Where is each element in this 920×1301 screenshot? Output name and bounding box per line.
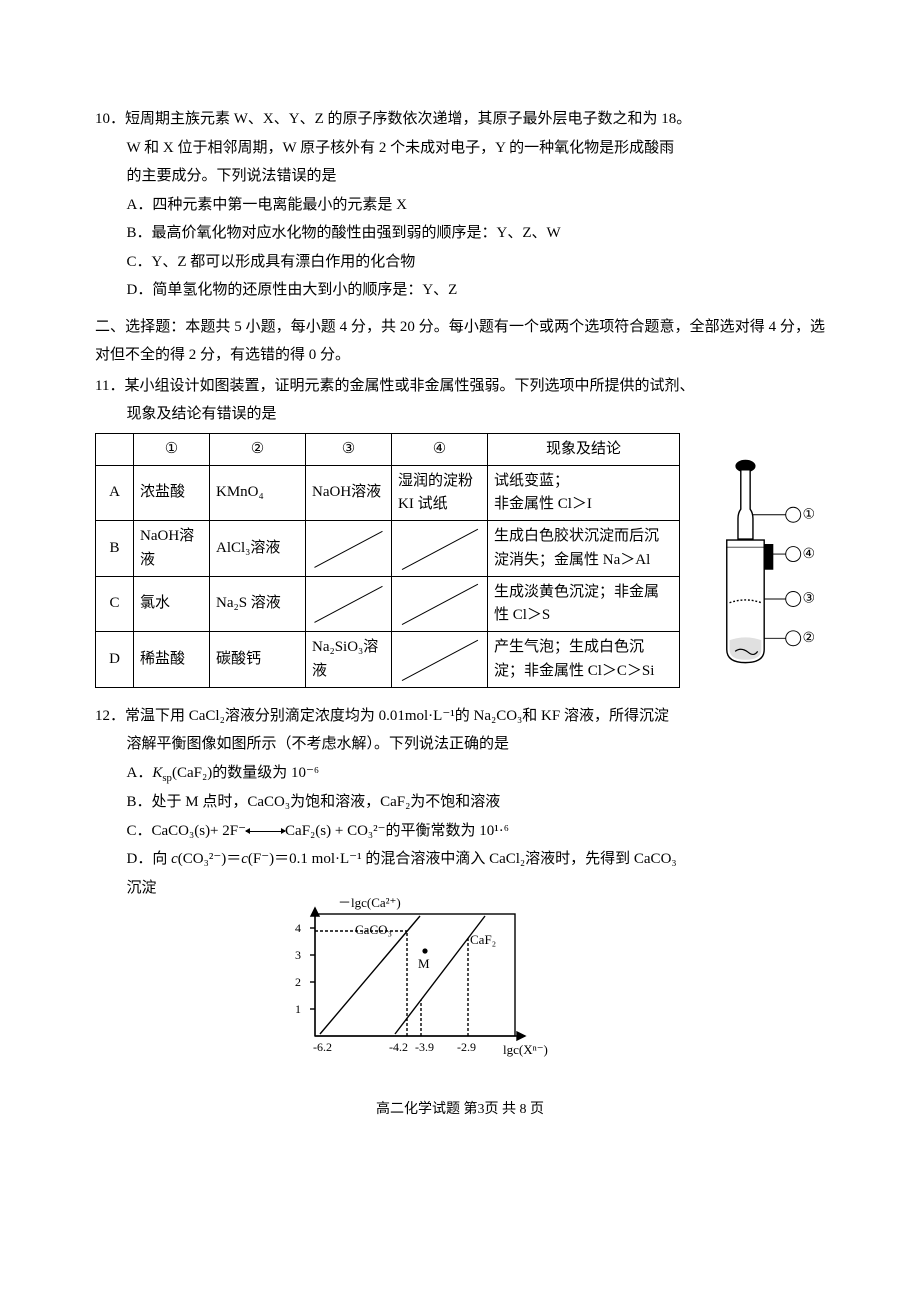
- table-cell: 湿润的淀粉 KI 试纸: [392, 465, 488, 521]
- graph-line2-label: CaF₂: [470, 932, 496, 947]
- table-cell: NaOH溶液: [134, 521, 210, 577]
- table-cell: [306, 521, 392, 577]
- q12-A-pre: A．: [127, 765, 153, 781]
- table-cell: Na₂SiO₃溶液: [306, 632, 392, 688]
- ytick-4: 4: [295, 921, 301, 935]
- th-5: 现象及结论: [488, 433, 680, 465]
- ytick-1: 1: [295, 1002, 301, 1016]
- q12-choice-A: A．Ksp(CaF₂)的数量级为 10⁻⁶: [95, 759, 825, 789]
- q11-stem-l2: 现象及结论有错误的是: [95, 400, 825, 429]
- apparatus-label-4: ④: [803, 545, 816, 561]
- q10-choice-D: D．简单氢化物的还原性由大到小的顺序是：Y、Z: [95, 276, 825, 305]
- q12-D-pre: D．向: [127, 851, 172, 867]
- ytick-3: 3: [295, 948, 301, 962]
- q12-C-pre: C．CaCO₃(s)+ 2F⁻: [127, 823, 247, 839]
- q12-choice-D: D．向 c(CO₃²⁻)＝c(F⁻)＝0.1 mol·L⁻¹ 的混合溶液中滴入 …: [95, 845, 825, 902]
- th-2: ②: [210, 433, 306, 465]
- table-cell: KMnO₄: [210, 465, 306, 521]
- question-11: 11．某小组设计如图装置，证明元素的金属性或非金属性强弱。下列选项中所提供的试剂…: [95, 372, 825, 688]
- ytick-2: 2: [295, 975, 301, 989]
- table-cell: A: [96, 465, 134, 521]
- page-footer: 高二化学试题 第3页 共 8 页: [95, 1097, 825, 1124]
- th-3: ③: [306, 433, 392, 465]
- q10-stem-l3: 的主要成分。下列说法错误的是: [95, 162, 825, 191]
- q10-stem-l1: 短周期主族元素 W、X、Y、Z 的原子序数依次递增，其原子最外层电子数之和为 1…: [125, 111, 691, 127]
- table-cell: 稀盐酸: [134, 632, 210, 688]
- q10-choice-C: C．Y、Z 都可以形成具有漂白作用的化合物: [95, 248, 825, 277]
- q12-stem-l2: 溶解平衡图像如图所示（不考虑水解）。下列说法正确的是: [95, 730, 825, 759]
- q12-stem-l1: 常温下用 CaCl₂溶液分别滴定浓度均为 0.01mol·L⁻¹的 Na₂CO₃…: [125, 708, 669, 724]
- xtick-4: -2.9: [457, 1040, 476, 1054]
- xtick-3: -3.9: [415, 1040, 434, 1054]
- table-cell: AlCl₃溶液: [210, 521, 306, 577]
- q12-D-c1: c: [171, 851, 178, 867]
- q12-A-ital: K: [152, 765, 162, 781]
- q11-number: 11．: [95, 378, 124, 394]
- graph-ylabel: －lgc(Ca²⁺): [338, 896, 401, 910]
- q12-number: 12．: [95, 708, 125, 724]
- graph-xlabel: lgc(Xⁿ⁻): [503, 1042, 548, 1057]
- table-cell: Na₂S 溶液: [210, 576, 306, 632]
- apparatus-label-1: ①: [803, 506, 816, 522]
- xtick-2: -4.2: [389, 1040, 408, 1054]
- table-row: A浓盐酸KMnO₄NaOH溶液湿润的淀粉 KI 试纸试纸变蓝；非金属性 Cl＞I: [96, 465, 680, 521]
- q10-choice-A: A．四种元素中第一电离能最小的元素是 X: [95, 191, 825, 220]
- table-cell: B: [96, 521, 134, 577]
- q11-stem-l1: 某小组设计如图装置，证明元素的金属性或非金属性强弱。下列选项中所提供的试剂、: [124, 378, 694, 394]
- q12-D-mid2: (F⁻)＝0.1 mol·L⁻¹ 的混合溶液中滴入 CaCl₂溶液时，先得到 C…: [248, 851, 677, 867]
- graph-point-M: M: [418, 956, 430, 971]
- th-4: ④: [392, 433, 488, 465]
- table-cell: 氯水: [134, 576, 210, 632]
- apparatus-label-3: ③: [803, 590, 816, 606]
- table-row: C氯水Na₂S 溶液 生成淡黄色沉淀；非金属性 Cl＞S: [96, 576, 680, 632]
- q11-table: ① ② ③ ④ 现象及结论 A浓盐酸KMnO₄NaOH溶液湿润的淀粉 KI 试纸…: [95, 433, 680, 688]
- table-cell: D: [96, 632, 134, 688]
- q10-choice-B: B．最高价氧化物对应水化物的酸性由强到弱的顺序是：Y、Z、W: [95, 219, 825, 248]
- q12-A-post: (CaF₂)的数量级为 10⁻⁶: [172, 765, 319, 781]
- th-blank: [96, 433, 134, 465]
- xtick-1: -6.2: [313, 1040, 332, 1054]
- table-cell: [306, 576, 392, 632]
- q12-D-c2: c: [241, 851, 248, 867]
- question-10: 10．短周期主族元素 W、X、Y、Z 的原子序数依次递增，其原子最外层电子数之和…: [95, 105, 825, 305]
- graph-line1-label: CaCO₃: [355, 922, 392, 937]
- th-1: ①: [134, 433, 210, 465]
- table-cell: 生成白色胶状沉淀而后沉淀消失；金属性 Na＞Al: [488, 521, 680, 577]
- q10-number: 10．: [95, 111, 125, 127]
- apparatus-diagram: ① ④ ③ ②: [694, 453, 825, 668]
- table-cell: [392, 632, 488, 688]
- apparatus-label-2: ②: [803, 630, 816, 646]
- table-cell: [392, 521, 488, 577]
- table-row: D稀盐酸碳酸钙Na₂SiO₃溶液 产生气泡；生成白色沉淀；非金属性 Cl＞C＞Si: [96, 632, 680, 688]
- section-2-heading: 二、选择题：本题共 5 小题，每小题 4 分，共 20 分。每小题有一个或两个选…: [95, 313, 825, 370]
- table-cell: 碳酸钙: [210, 632, 306, 688]
- table-cell: 浓盐酸: [134, 465, 210, 521]
- q12-graph: －lgc(Ca²⁺) lgc(Xⁿ⁻) 1 2 3 4 -6.2 -4.2 -3…: [265, 896, 825, 1087]
- question-12: 12．常温下用 CaCl₂溶液分别滴定浓度均为 0.01mol·L⁻¹的 Na₂…: [95, 702, 825, 1087]
- table-cell: NaOH溶液: [306, 465, 392, 521]
- table-header-row: ① ② ③ ④ 现象及结论: [96, 433, 680, 465]
- table-cell: 产生气泡；生成白色沉淀；非金属性 Cl＞C＞Si: [488, 632, 680, 688]
- q12-C-post: CaF₂(s) + CO₃²⁻的平衡常数为 10¹·⁶: [285, 823, 509, 839]
- q12-choice-B: B．处于 M 点时，CaCO₃为饱和溶液，CaF₂为不饱和溶液: [95, 788, 825, 817]
- table-cell: 生成淡黄色沉淀；非金属性 Cl＞S: [488, 576, 680, 632]
- q10-stem-l2: W 和 X 位于相邻周期，W 原子核外有 2 个未成对电子，Y 的一种氧化物是形…: [95, 134, 825, 163]
- table-cell: C: [96, 576, 134, 632]
- q12-A-sub: sp: [162, 772, 172, 784]
- table-cell: [392, 576, 488, 632]
- q11-tbody: A浓盐酸KMnO₄NaOH溶液湿润的淀粉 KI 试纸试纸变蓝；非金属性 Cl＞I…: [96, 465, 680, 687]
- q12-choice-C: C．CaCO₃(s)+ 2F⁻ CaF₂(s) + CO₃²⁻的平衡常数为 10¹…: [95, 817, 825, 846]
- table-cell: 试纸变蓝；非金属性 Cl＞I: [488, 465, 680, 521]
- q12-D-mid1: (CO₃²⁻)＝: [178, 851, 241, 867]
- q11-table-and-figure: ① ② ③ ④ 现象及结论 A浓盐酸KMnO₄NaOH溶液湿润的淀粉 KI 试纸…: [95, 433, 825, 688]
- table-row: BNaOH溶液AlCl₃溶液 生成白色胶状沉淀而后沉淀消失；金属性 Na＞Al: [96, 521, 680, 577]
